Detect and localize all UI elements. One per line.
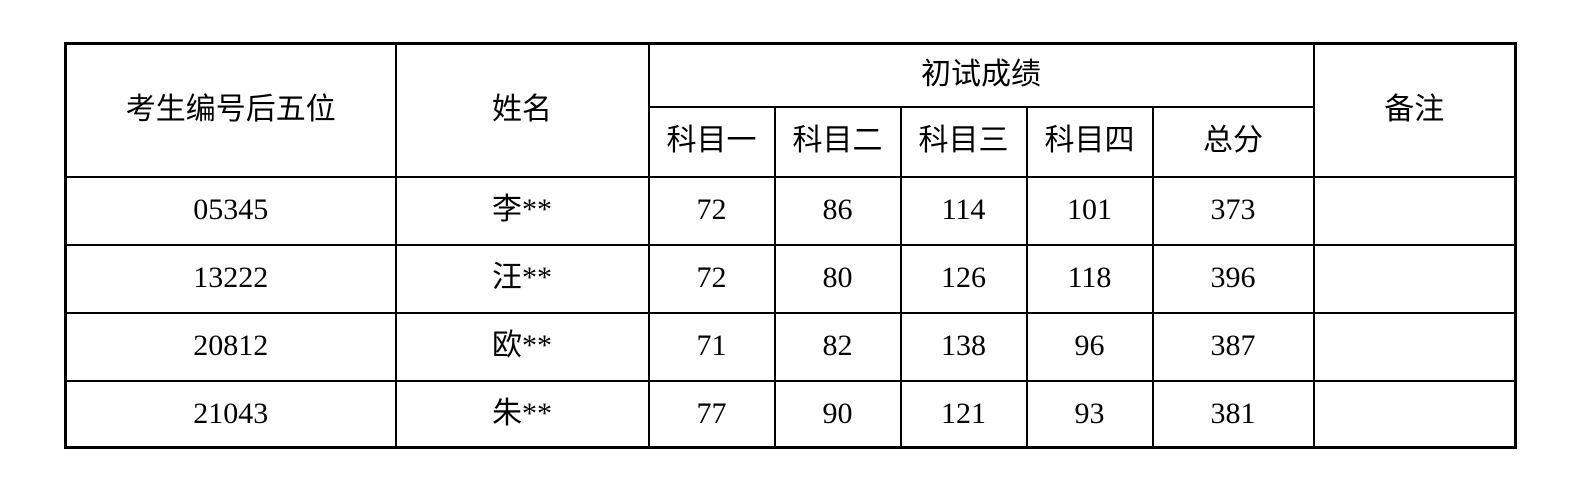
cell-subject-2: 90 [773,379,902,449]
header-subject-2: 科目二 [773,105,902,178]
table-row: 13222 汪** 72 80 126 118 396 [64,243,1517,314]
header-row-top: 考生编号后五位 姓名 初试成绩 备注 [64,42,1517,178]
cell-remark [1312,311,1517,382]
cell-subject-1: 77 [647,379,776,449]
cell-subject-1: 71 [647,311,776,382]
table-row: 20812 欧** 71 82 138 96 387 [64,311,1517,382]
cell-remark [1312,379,1517,449]
cell-subject-2: 86 [773,175,902,246]
cell-subject-4: 96 [1025,311,1154,382]
cell-subject-1: 72 [647,243,776,314]
cell-candidate-id: 21043 [64,379,397,449]
cell-subject-1: 72 [647,175,776,246]
exam-score-table: 考生编号后五位 姓名 初试成绩 备注 科目一 科目二 科目三 科目四 总分 05… [64,42,1518,449]
header-row-subjects: 科目一 科目二 科目三 科目四 总分 [66,105,1516,178]
cell-subject-2: 80 [773,243,902,314]
cell-subject-3: 138 [899,311,1028,382]
cell-total: 387 [1151,311,1315,382]
cell-subject-3: 126 [899,243,1028,314]
table-row: 05345 李** 72 86 114 101 373 [64,175,1517,246]
header-remarks: 备注 [1312,42,1517,178]
header-subject-4: 科目四 [1025,105,1154,178]
header-name: 姓名 [394,42,650,178]
cell-remark [1312,243,1517,314]
cell-name: 汪** [394,243,650,314]
cell-name: 欧** [394,311,650,382]
cell-candidate-id: 13222 [64,243,397,314]
cell-name: 李** [394,175,650,246]
header-exam-scores-group: 初试成绩 [647,42,1315,108]
table-row: 21043 朱** 77 90 121 93 381 [64,379,1517,449]
cell-subject-4: 93 [1025,379,1154,449]
cell-candidate-id: 05345 [64,175,397,246]
cell-total: 396 [1151,243,1315,314]
cell-name: 朱** [394,379,650,449]
cell-total: 373 [1151,175,1315,246]
header-candidate-id: 考生编号后五位 [64,42,397,178]
cell-subject-3: 114 [899,175,1028,246]
cell-remark [1312,175,1517,246]
cell-subject-2: 82 [773,311,902,382]
header-subject-3: 科目三 [899,105,1028,178]
header-total-score: 总分 [1151,105,1315,178]
cell-candidate-id: 20812 [64,311,397,382]
cell-total: 381 [1151,379,1315,449]
cell-subject-3: 121 [899,379,1028,449]
cell-subject-4: 118 [1025,243,1154,314]
header-subject-1: 科目一 [647,105,776,178]
cell-subject-4: 101 [1025,175,1154,246]
